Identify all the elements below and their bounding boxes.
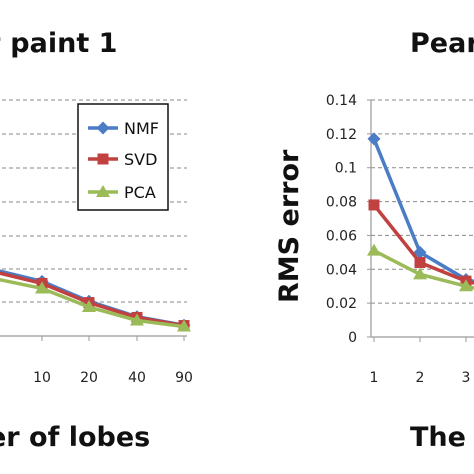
left-x-tick-label: 40 bbox=[128, 370, 146, 386]
left-chart-x-label: er of lobes bbox=[0, 422, 151, 453]
left-point-pca bbox=[177, 319, 191, 332]
right-point-svd bbox=[414, 257, 426, 269]
right-chart-plot: 0 0.02 0.04 0.06 0.08 0.1 0.12 0.14 1 2 3 bbox=[326, 93, 474, 386]
left-point-pca bbox=[82, 300, 96, 313]
right-point-svd bbox=[368, 199, 380, 211]
right-point-nmf bbox=[413, 245, 427, 259]
right-y-tick-label: 0.06 bbox=[326, 228, 357, 244]
right-y-tick-label: 0.14 bbox=[326, 93, 357, 109]
right-point-pca bbox=[413, 267, 427, 280]
right-y-tick-label: 0.12 bbox=[326, 127, 357, 143]
legend-marker-pca bbox=[96, 185, 110, 197]
right-x-tick-label: 1 bbox=[370, 370, 379, 386]
left-point-pca bbox=[130, 313, 144, 326]
legend-label-svd: SVD bbox=[124, 150, 157, 169]
right-point-nmf bbox=[367, 132, 381, 146]
left-chart-title: t paint 1 bbox=[0, 28, 118, 59]
right-y-tick-label: 0.1 bbox=[335, 161, 357, 177]
left-chart-plot: 10 20 40 90 bbox=[0, 99, 193, 386]
left-point-pca bbox=[35, 281, 49, 294]
legend-label-nmf: NMF bbox=[124, 119, 159, 138]
right-x-tick-label: 2 bbox=[416, 370, 425, 386]
legend-marker-nmf bbox=[96, 121, 110, 135]
right-chart-x-label: The bbox=[410, 422, 466, 453]
right-y-tick-label: 0 bbox=[348, 330, 357, 346]
right-chart-title: Pear bbox=[410, 28, 474, 59]
chart-legend: NMF SVD PCA bbox=[77, 103, 169, 211]
right-point-pca bbox=[459, 279, 473, 292]
left-x-tick-label: 20 bbox=[80, 370, 98, 386]
left-x-tick-label: 10 bbox=[33, 370, 51, 386]
right-y-tick-label: 0.04 bbox=[326, 262, 357, 278]
legend-marker-svd bbox=[97, 153, 109, 165]
right-y-tick-label: 0.08 bbox=[326, 195, 357, 211]
right-x-tick-label: 3 bbox=[462, 370, 471, 386]
right-point-pca bbox=[367, 243, 381, 256]
right-series-line-svd bbox=[372, 203, 474, 285]
left-x-tick-label: 90 bbox=[175, 370, 193, 386]
right-y-tick-label: 0.02 bbox=[326, 296, 357, 312]
legend-label-pca: PCA bbox=[124, 183, 156, 202]
